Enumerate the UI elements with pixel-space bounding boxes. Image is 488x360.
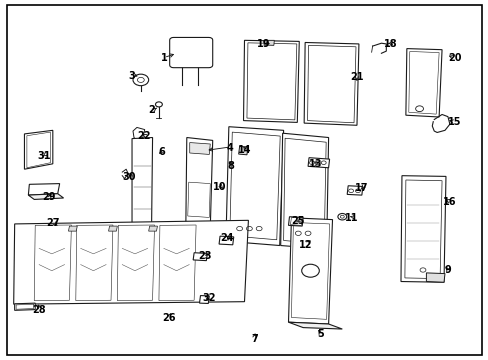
Text: 4: 4 bbox=[226, 143, 233, 153]
Polygon shape bbox=[280, 133, 328, 249]
Polygon shape bbox=[288, 322, 342, 329]
Polygon shape bbox=[14, 220, 248, 304]
Text: 31: 31 bbox=[37, 150, 51, 161]
Polygon shape bbox=[426, 273, 444, 282]
Text: 5: 5 bbox=[316, 329, 323, 339]
Polygon shape bbox=[225, 127, 283, 246]
Polygon shape bbox=[15, 303, 35, 310]
Text: 10: 10 bbox=[213, 182, 226, 192]
Text: 26: 26 bbox=[162, 312, 175, 323]
Text: 15: 15 bbox=[447, 117, 461, 127]
Polygon shape bbox=[307, 158, 329, 168]
Text: 16: 16 bbox=[442, 197, 456, 207]
Text: 24: 24 bbox=[220, 233, 234, 243]
Polygon shape bbox=[288, 217, 303, 226]
Text: 29: 29 bbox=[42, 192, 56, 202]
Polygon shape bbox=[132, 226, 161, 231]
Text: 6: 6 bbox=[158, 147, 164, 157]
Polygon shape bbox=[304, 42, 358, 125]
Text: 13: 13 bbox=[308, 159, 322, 169]
Text: 17: 17 bbox=[354, 183, 368, 193]
Polygon shape bbox=[189, 143, 210, 154]
Text: 2: 2 bbox=[148, 105, 155, 115]
Polygon shape bbox=[238, 147, 247, 155]
Polygon shape bbox=[108, 226, 117, 231]
Text: 12: 12 bbox=[298, 240, 312, 250]
Polygon shape bbox=[288, 218, 332, 324]
Polygon shape bbox=[193, 253, 207, 261]
Text: 1: 1 bbox=[160, 53, 167, 63]
Polygon shape bbox=[148, 226, 157, 231]
Polygon shape bbox=[185, 227, 224, 232]
Text: 18: 18 bbox=[384, 39, 397, 49]
Polygon shape bbox=[28, 184, 60, 195]
Polygon shape bbox=[185, 138, 212, 229]
Polygon shape bbox=[346, 186, 362, 195]
Polygon shape bbox=[199, 296, 209, 303]
Polygon shape bbox=[28, 194, 63, 199]
Polygon shape bbox=[400, 176, 445, 282]
FancyBboxPatch shape bbox=[169, 37, 212, 68]
Polygon shape bbox=[264, 40, 274, 45]
Text: 32: 32 bbox=[202, 293, 216, 303]
Text: 23: 23 bbox=[198, 251, 212, 261]
Text: 21: 21 bbox=[349, 72, 363, 82]
Text: 20: 20 bbox=[447, 53, 461, 63]
Text: 22: 22 bbox=[137, 131, 151, 141]
Text: 14: 14 bbox=[237, 145, 251, 156]
Polygon shape bbox=[133, 127, 144, 140]
Text: 11: 11 bbox=[345, 213, 358, 223]
Text: 19: 19 bbox=[257, 39, 270, 49]
Polygon shape bbox=[219, 236, 233, 245]
Text: 28: 28 bbox=[32, 305, 46, 315]
Text: 27: 27 bbox=[46, 218, 60, 228]
Text: 3: 3 bbox=[128, 71, 135, 81]
Polygon shape bbox=[243, 40, 299, 122]
Polygon shape bbox=[24, 130, 53, 169]
Text: 8: 8 bbox=[227, 161, 234, 171]
Text: 9: 9 bbox=[443, 265, 450, 275]
Polygon shape bbox=[218, 241, 228, 253]
Polygon shape bbox=[132, 138, 152, 227]
Text: 30: 30 bbox=[122, 172, 136, 182]
Text: 7: 7 bbox=[250, 334, 257, 344]
Polygon shape bbox=[68, 226, 77, 231]
Polygon shape bbox=[405, 49, 441, 117]
Text: 25: 25 bbox=[291, 216, 305, 226]
